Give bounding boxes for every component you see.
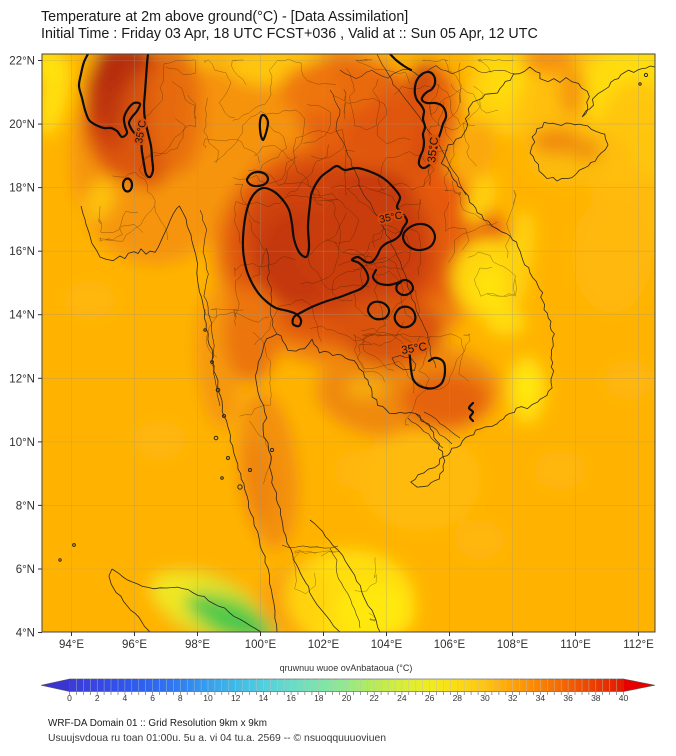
svg-text:112°E: 112°E (623, 639, 654, 651)
svg-text:18°N: 18°N (9, 183, 35, 195)
svg-text:38: 38 (591, 693, 601, 703)
svg-text:28: 28 (453, 693, 463, 703)
svg-text:14: 14 (259, 693, 269, 703)
svg-text:16°N: 16°N (9, 246, 35, 258)
svg-text:10°N: 10°N (9, 437, 35, 449)
svg-text:2: 2 (95, 693, 100, 703)
svg-text:18: 18 (314, 693, 324, 703)
svg-text:40: 40 (619, 693, 629, 703)
svg-text:Initial Time : Friday 03 Apr,: Initial Time : Friday 03 Apr, 18 UTC FCS… (41, 26, 538, 42)
svg-text:24: 24 (397, 693, 407, 703)
svg-text:22: 22 (369, 693, 379, 703)
svg-text:12: 12 (231, 693, 241, 703)
svg-text:26: 26 (425, 693, 435, 703)
svg-text:20°N: 20°N (9, 119, 35, 131)
svg-text:102°E: 102°E (308, 639, 340, 651)
svg-text:4: 4 (123, 693, 128, 703)
svg-text:30: 30 (480, 693, 490, 703)
svg-text:104°E: 104°E (371, 639, 403, 651)
svg-text:8°N: 8°N (16, 500, 35, 512)
svg-text:98°E: 98°E (185, 639, 210, 651)
svg-text:96°E: 96°E (122, 639, 147, 651)
svg-text:32: 32 (508, 693, 518, 703)
svg-text:Usuujsvdoua ru toan 01:00u. 5u: Usuujsvdoua ru toan 01:00u. 5u a. vi 04 … (48, 733, 386, 744)
svg-text:20: 20 (342, 693, 352, 703)
svg-text:35°C: 35°C (426, 136, 441, 163)
svg-text:16: 16 (286, 693, 296, 703)
svg-text:0: 0 (67, 693, 72, 703)
svg-text:108°E: 108°E (497, 639, 529, 651)
svg-text:6°N: 6°N (16, 564, 35, 576)
svg-text:6: 6 (150, 693, 155, 703)
svg-text:94°E: 94°E (59, 639, 84, 651)
svg-text:Temperature at 2m above ground: Temperature at 2m above ground(°C) - [Da… (41, 9, 408, 25)
svg-text:10: 10 (203, 693, 213, 703)
svg-text:qruwnuu wuoe ovAnbataoua (°C): qruwnuu wuoe ovAnbataoua (°C) (280, 663, 413, 673)
svg-text:34: 34 (536, 693, 546, 703)
svg-text:106°E: 106°E (434, 639, 466, 651)
svg-text:22°N: 22°N (9, 56, 35, 68)
svg-text:100°E: 100°E (245, 639, 277, 651)
svg-text:14°N: 14°N (9, 310, 35, 322)
svg-text:WRF-DA Domain 01 :: Grid Resol: WRF-DA Domain 01 :: Grid Resolution 9km … (48, 718, 267, 729)
svg-text:110°E: 110°E (560, 639, 591, 651)
svg-text:8: 8 (178, 693, 183, 703)
svg-text:4°N: 4°N (16, 628, 35, 640)
svg-text:12°N: 12°N (9, 373, 35, 385)
svg-text:36: 36 (563, 693, 573, 703)
